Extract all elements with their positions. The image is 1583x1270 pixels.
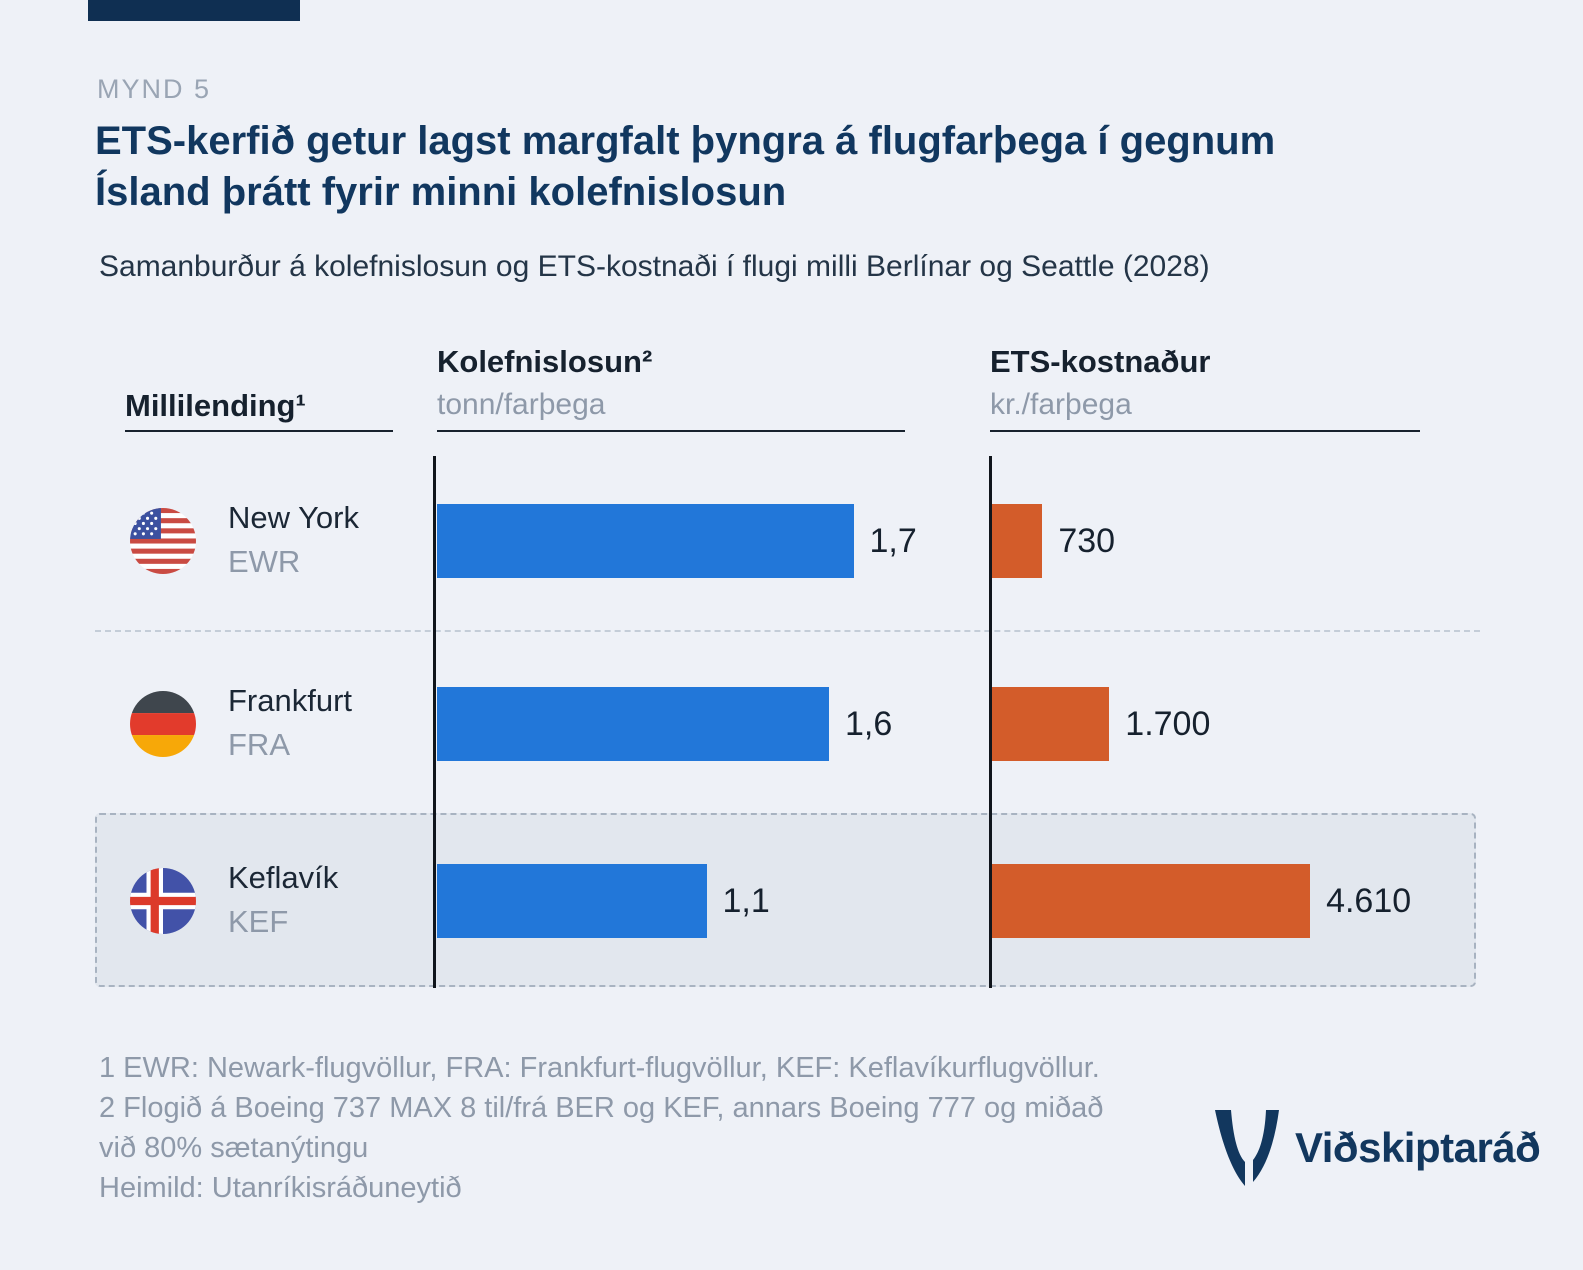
brand-logo: Viðskiptaráð <box>1215 1110 1541 1186</box>
emissions-column-unit: tonn/farþega <box>437 388 606 421</box>
row-city-keflavik: Keflavík <box>228 860 339 895</box>
emissions-header-underline <box>437 430 905 432</box>
cost-column-unit: kr./farþega <box>990 388 1132 421</box>
us-flag-icon <box>130 508 196 574</box>
footnote-1: 1 EWR: Newark-flugvöllur, FRA: Frankfurt… <box>99 1052 1100 1084</box>
cost-bar-keflavik <box>992 864 1311 938</box>
de-flag-icon <box>130 691 196 757</box>
source-note: Heimild: Utanríkisráðuneytið <box>99 1172 462 1204</box>
row-code-fra: FRA <box>228 727 290 762</box>
chart-subtitle: Samanburður á kolefnislosun og ETS-kostn… <box>99 250 1210 283</box>
row-header-underline <box>125 430 393 432</box>
emissions-bar-frankfurt <box>437 687 829 761</box>
row-code-ewr: EWR <box>228 544 301 579</box>
vidskiptarad-logo-icon <box>1215 1110 1279 1186</box>
cost-value-keflavik: 4.610 <box>1326 881 1412 920</box>
emissions-bar-track-frankfurt: 1,6 <box>437 687 997 761</box>
cost-bar-track-keflavik: 4.610 <box>992 864 1492 938</box>
brand-accent-bar <box>88 0 300 21</box>
emissions-value-frankfurt: 1,6 <box>845 704 893 743</box>
figure-kicker: MYND 5 <box>97 74 212 104</box>
cost-bar-newyork <box>992 504 1043 578</box>
emissions-bar-track-newyork: 1,7 <box>437 504 997 578</box>
row-city-frankfurt: Frankfurt <box>228 683 353 718</box>
emissions-bar-newyork <box>437 504 854 578</box>
page-title-line2: Ísland þrátt fyrir minni kolefnislosun <box>95 170 787 214</box>
row-code-kef: KEF <box>228 904 289 939</box>
cost-bar-frankfurt <box>992 687 1110 761</box>
cost-column-header: ETS-kostnaður <box>990 344 1211 379</box>
cost-axis-line <box>989 456 992 988</box>
cost-bar-track-frankfurt: 1.700 <box>992 687 1492 761</box>
cost-value-frankfurt: 1.700 <box>1125 704 1211 743</box>
emissions-axis-line <box>433 456 436 988</box>
emissions-value-keflavik: 1,1 <box>722 881 770 920</box>
emissions-value-newyork: 1,7 <box>869 521 917 560</box>
row-separator <box>95 630 1480 632</box>
row-city-newyork: New York <box>228 500 359 535</box>
cost-value-newyork: 730 <box>1058 521 1116 560</box>
emissions-bar-track-keflavik: 1,1 <box>437 864 997 938</box>
page-title: ETS-kerfið getur lagst margfalt þyngra á… <box>95 116 1495 218</box>
cost-bar-track-newyork: 730 <box>992 504 1492 578</box>
footnote-2-continued: við 80% sætanýtingu <box>99 1132 369 1164</box>
cost-header-underline <box>990 430 1420 432</box>
emissions-column-header: Kolefnislosun² <box>437 344 653 379</box>
brand-logo-text: Viðskiptaráð <box>1295 1124 1541 1171</box>
footnote-2: 2 Flogið á Boeing 737 MAX 8 til/frá BER … <box>99 1092 1104 1124</box>
is-flag-icon <box>130 868 196 934</box>
row-group-header: Millilending¹ <box>125 388 306 423</box>
page-title-line1: ETS-kerfið getur lagst margfalt þyngra á… <box>95 119 1276 163</box>
emissions-bar-keflavik <box>437 864 707 938</box>
